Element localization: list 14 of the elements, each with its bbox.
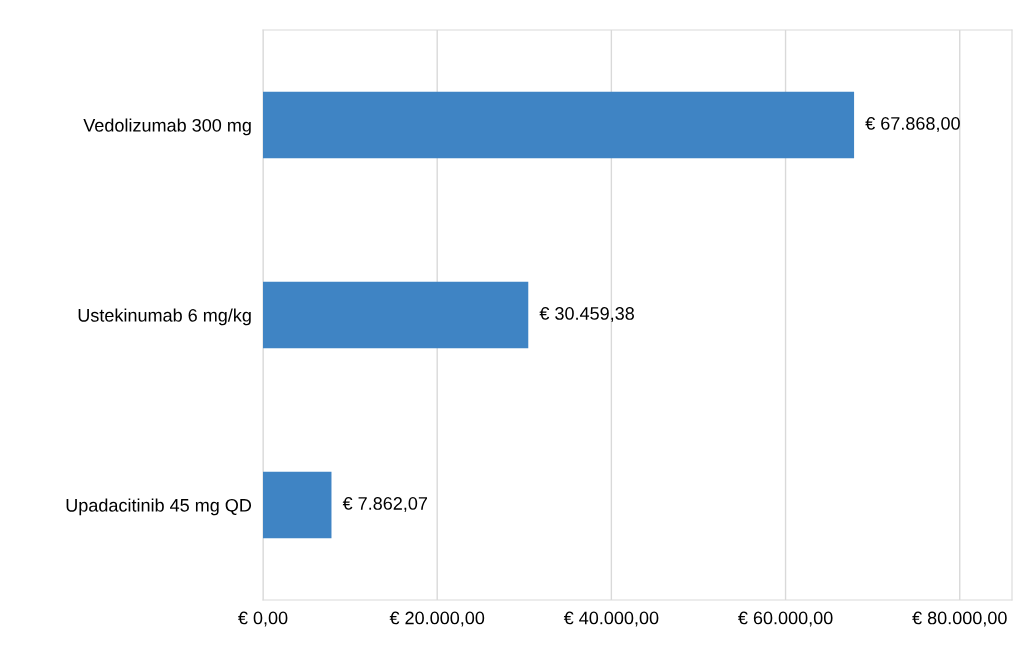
- data-label: € 30.459,38: [539, 307, 634, 322]
- bar: [263, 91, 855, 159]
- x-tick-label: € 80.000,00: [912, 611, 1007, 627]
- data-label: € 7.862,07: [342, 497, 428, 512]
- data-label: € 67.868,00: [865, 117, 960, 132]
- x-tick-label: € 0,00: [238, 611, 288, 627]
- y-tick-label: Ustekinumab 6 mg/kg: [78, 308, 251, 326]
- bar: [263, 281, 529, 349]
- bar: [263, 471, 332, 539]
- x-tick-label: € 60.000,00: [738, 611, 833, 627]
- x-tick-label: € 20.000,00: [389, 611, 485, 627]
- x-tick-label: € 40.000,00: [563, 611, 659, 627]
- y-tick-label: Vedolizumab 300 mg: [83, 118, 251, 136]
- y-tick-label: Upadacitinib 45 mg QD: [66, 498, 252, 516]
